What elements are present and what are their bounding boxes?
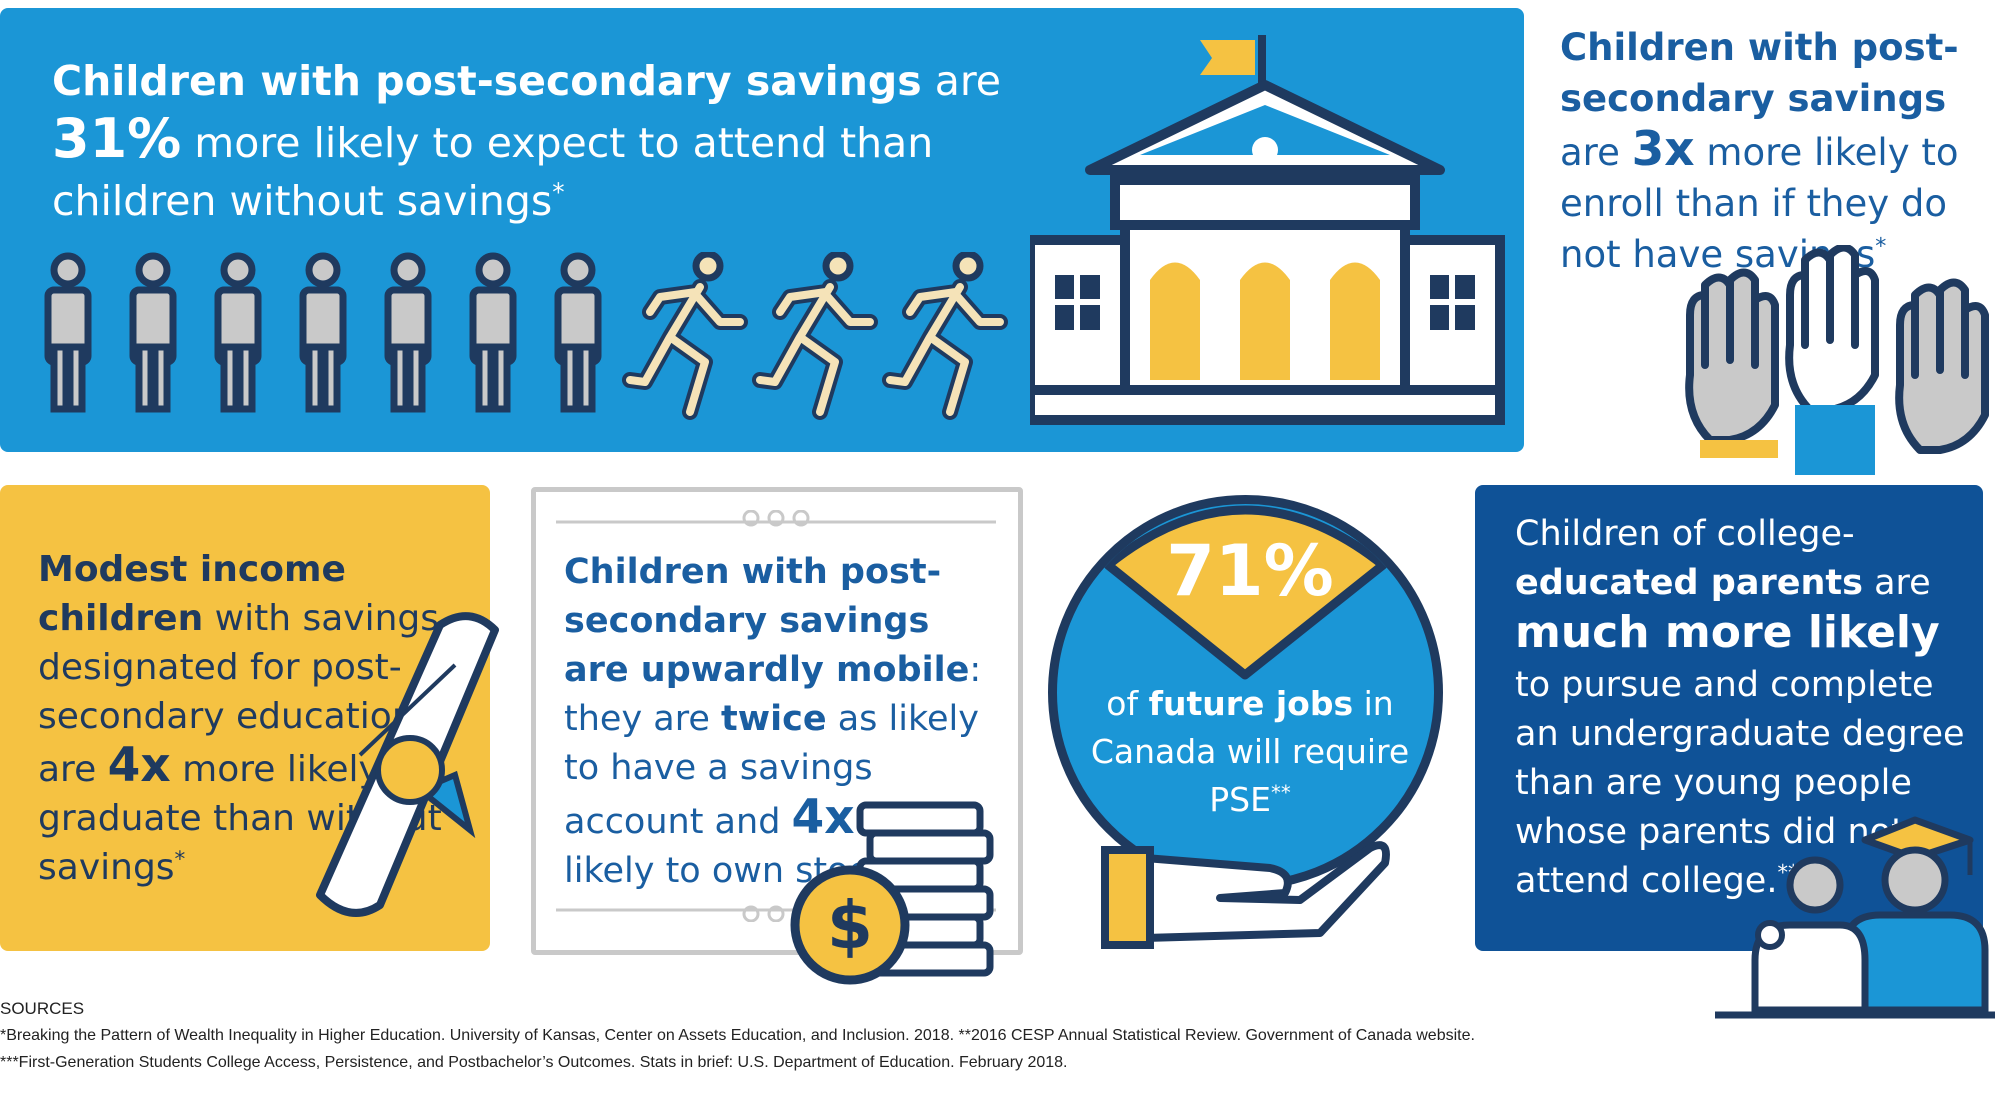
hand-holding-icon <box>1101 841 1390 949</box>
coin-stack-icon: $ <box>790 801 994 985</box>
top-headline-text-2: more likely to expect to attend than chi… <box>52 119 934 225</box>
upward-mobility-text: Children with post-secondary savings are… <box>564 548 994 896</box>
jobs-text: of future jobs in Canada will require PS… <box>1090 680 1410 824</box>
graduate-bold: Modest income children <box>38 549 346 639</box>
college-line-1: Children of college- <box>1515 514 1855 554</box>
sources-line-1: *Breaking the Pattern of Wealth Inequali… <box>0 1027 1475 1044</box>
jobs-rest: in Canada will require PSE <box>1090 684 1410 819</box>
enroll-footnote-mark: * <box>1875 233 1887 260</box>
graduate-footnote-mark: * <box>174 847 186 872</box>
diploma-icon <box>316 612 499 917</box>
top-headline-text-1: are <box>921 57 1001 105</box>
sources-line-2: ***First-Generation Students College Acc… <box>0 1054 1068 1071</box>
upward-twice: twice <box>721 699 827 739</box>
svg-text:$: $ <box>827 887 873 964</box>
running-person-icon <box>622 252 1008 420</box>
enroll-stat: 3x <box>1631 122 1695 177</box>
top-stat: 31% <box>52 107 182 170</box>
graduate-and-parent-icon <box>1715 816 1995 1019</box>
raised-hands-icon <box>1685 245 1989 475</box>
college-bold: educated parents <box>1515 563 1863 603</box>
graduate-stat: 4x <box>107 738 171 793</box>
university-building-icon <box>1030 35 1505 425</box>
top-footnote-mark: * <box>552 177 565 207</box>
upward-stat: 4x <box>791 790 855 845</box>
enroll-pre: are <box>1560 131 1632 174</box>
top-headline: Children with post-secondary savings are… <box>52 52 1052 230</box>
enroll-stat-text: Children with post-secondary savings are… <box>1560 22 2000 280</box>
college-rest-2: to pursue and complete an undergraduate … <box>1515 665 1965 901</box>
jobs-footnote-mark: ** <box>1270 781 1291 804</box>
jobs-circle <box>1048 495 1443 890</box>
college-parents-text: Children of college- educated parents ar… <box>1515 510 1965 906</box>
college-big: much more likely <box>1515 607 1940 658</box>
people-icons <box>44 252 1008 420</box>
college-rest-1: are <box>1862 563 1931 603</box>
upward-mid-2: as likely to have a savings account and <box>564 699 979 842</box>
top-headline-bold: Children with post-secondary savings <box>52 57 922 105</box>
jobs-pre: of <box>1106 684 1149 723</box>
jobs-stat: 71% <box>1166 530 1334 612</box>
graduate-stat-text: Modest income children with savings desi… <box>38 545 458 892</box>
graduate-mid: with savings designated for post-seconda… <box>38 598 440 790</box>
jobs-bold: future jobs <box>1148 684 1354 723</box>
standing-person-icon <box>44 252 602 413</box>
sources-header: SOURCES <box>0 999 85 1018</box>
enroll-bold: Children with post-secondary savings <box>1560 26 1959 120</box>
upward-bold: Children with post-secondary savings are… <box>564 552 970 690</box>
circle-wedge <box>1103 505 1388 680</box>
upward-mid-1: : they are <box>564 650 982 739</box>
sources: SOURCES *Breaking the Pattern of Wealth … <box>0 995 2000 1076</box>
ornament-divider-top <box>556 510 996 527</box>
